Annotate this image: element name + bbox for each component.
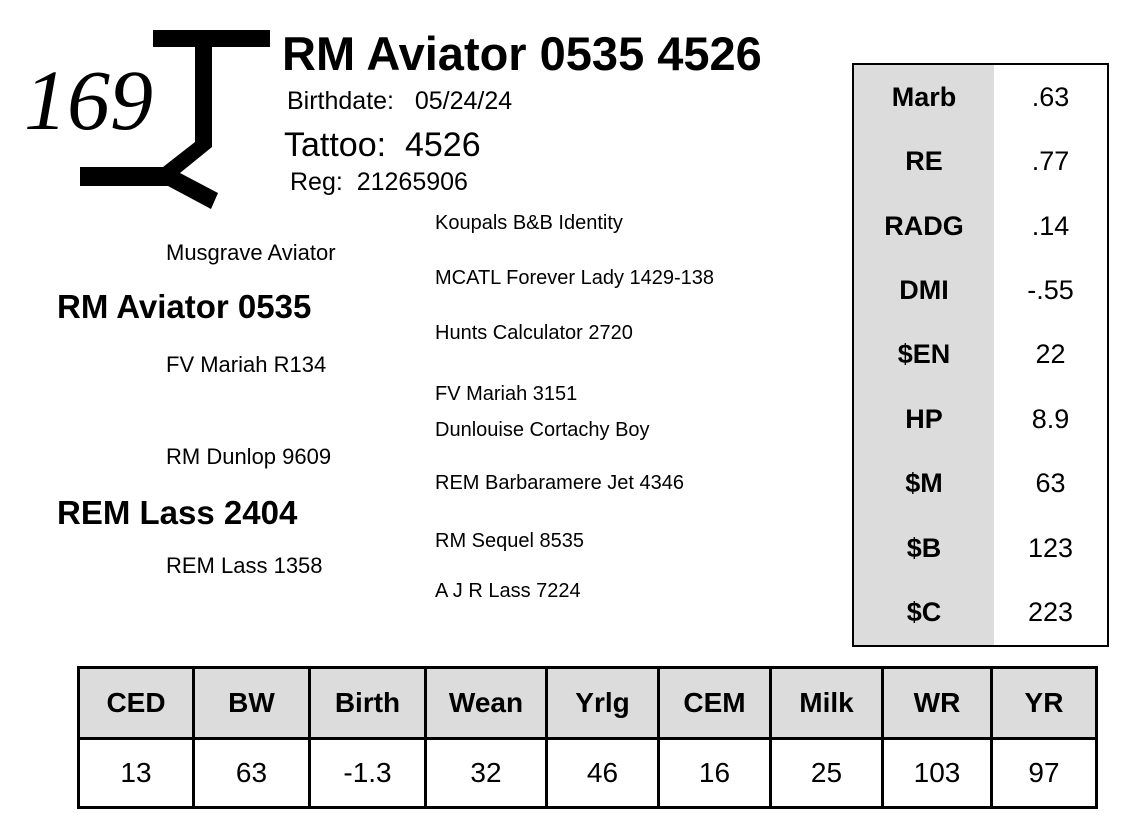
birthdate-label: Birthdate:: [287, 87, 395, 115]
animal-name: RM Aviator 0535 4526: [282, 27, 762, 80]
epd-header: BW: [192, 666, 311, 740]
epd-label: Marb: [854, 65, 994, 130]
epd-value: 97: [990, 737, 1098, 809]
epd-header: Wean: [424, 666, 548, 740]
epd-label: HP: [854, 387, 994, 452]
epd-header: Milk: [769, 666, 884, 740]
gen3-ancestor: FV Mariah 3151: [435, 383, 578, 405]
gen3-ancestor: Dunlouise Cortachy Boy: [435, 419, 650, 441]
gen3-ancestor: Hunts Calculator 2720: [435, 322, 633, 344]
reg-label: Reg:: [290, 168, 343, 196]
epd-label: RADG: [854, 193, 994, 259]
epd-value-row: 13 63 -1.3 32 46 16 25 103 97: [77, 737, 1098, 809]
epd-value: 25: [769, 737, 884, 809]
tattoo-label: Tattoo:: [284, 126, 387, 164]
epd-row: $EN 22: [854, 322, 1107, 388]
gen3-ancestor: Koupals B&B Identity: [435, 212, 623, 234]
birthdate: Birthdate: 05/24/24: [287, 86, 512, 116]
epd-value: 46: [545, 737, 660, 809]
epd-header-row: CED BW Birth Wean Yrlg CEM Milk WR YR: [77, 666, 1098, 740]
epd-header: YR: [990, 666, 1098, 740]
sire-dam: FV Mariah R134: [166, 352, 327, 377]
epd-value: 223: [1027, 597, 1074, 628]
epd-header: WR: [881, 666, 993, 740]
birthdate-value: 05/24/24: [414, 87, 513, 115]
epd-row: $M 63: [854, 451, 1107, 517]
epd-row: Marb .63: [854, 65, 1107, 130]
gen3-ancestor: A J R Lass 7224: [435, 580, 581, 602]
lot-number: 169: [24, 52, 153, 148]
epd-value: 32: [424, 737, 548, 809]
epd-row: HP 8.9: [854, 387, 1107, 452]
epd-label: $C: [854, 580, 994, 645]
epd-value: .63: [1031, 81, 1070, 112]
epd-header: Birth: [308, 666, 427, 740]
sire: RM Aviator 0535: [57, 288, 312, 325]
epd-row: DMI -.55: [854, 258, 1107, 323]
epd-header: CEM: [657, 666, 772, 740]
gen3-ancestor: REM Barbaramere Jet 4346: [435, 472, 685, 494]
epd-value: -.55: [1027, 275, 1074, 306]
epd-value: 123: [1027, 532, 1074, 563]
epd-value: 63: [1035, 468, 1066, 499]
gen3-ancestor: MCATL Forever Lady 1429-138: [435, 267, 715, 289]
epd-label: $M: [854, 451, 994, 517]
epd-label: RE: [854, 129, 994, 194]
epd-header: Yrlg: [545, 666, 660, 740]
carcass-index-table: Marb .63 RE .77 RADG .14 DMI -.55 $EN 22 HP 8.…: [852, 63, 1109, 647]
tattoo: Tattoo: 4526: [284, 125, 481, 165]
gen3-ancestor: RM Sequel 8535: [435, 530, 584, 552]
epd-table: CED BW Birth Wean Yrlg CEM Milk WR YR 13…: [77, 666, 1098, 809]
reg-value: 21265906: [356, 168, 468, 196]
dam-sire: RM Dunlop 9609: [166, 444, 332, 469]
epd-row: $C 223: [854, 580, 1107, 645]
epd-row: RE .77: [854, 129, 1107, 194]
epd-header: CED: [77, 666, 195, 740]
tattoo-value: 4526: [404, 126, 481, 164]
epd-value: 22: [1035, 339, 1066, 370]
epd-label: $EN: [854, 322, 994, 388]
epd-label: DMI: [854, 258, 994, 323]
epd-value: .77: [1031, 146, 1070, 177]
epd-value: -1.3: [308, 737, 427, 809]
brand-logo-icon: [80, 30, 270, 209]
epd-row: $B 123: [854, 516, 1107, 581]
epd-value: 8.9: [1031, 403, 1070, 434]
dam: REM Lass 2404: [57, 494, 298, 531]
dam-dam: REM Lass 1358: [166, 553, 323, 578]
epd-value: 13: [77, 737, 195, 809]
epd-value: 103: [881, 737, 993, 809]
epd-row: RADG .14: [854, 193, 1107, 259]
epd-value: 63: [192, 737, 311, 809]
epd-value: 16: [657, 737, 772, 809]
registration: Reg: 21265906: [290, 167, 468, 197]
epd-value: .14: [1031, 210, 1070, 241]
sire-sire: Musgrave Aviator: [166, 240, 336, 265]
epd-label: $B: [854, 516, 994, 581]
